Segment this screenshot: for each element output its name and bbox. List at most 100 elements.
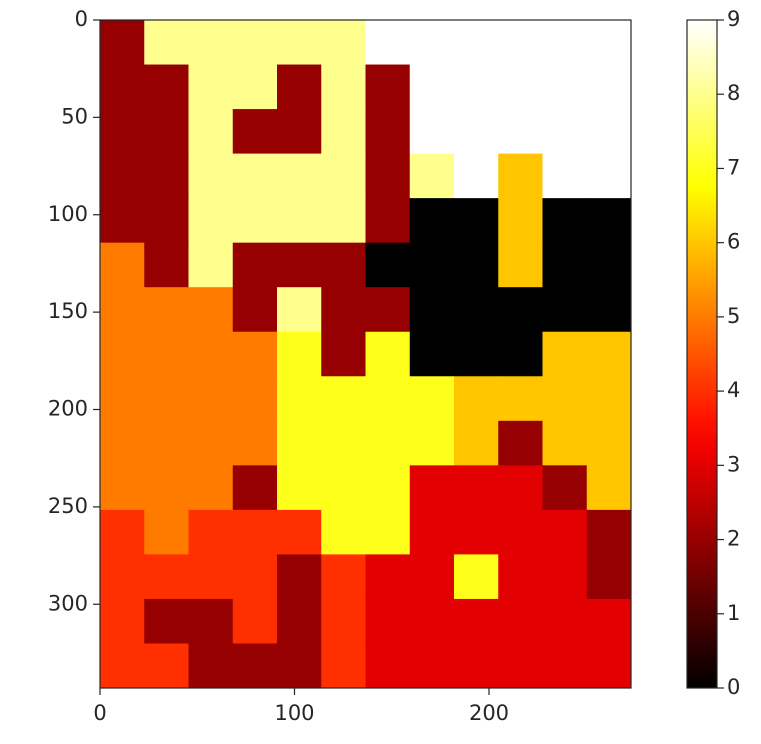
heatmap-cell: [454, 20, 499, 66]
heatmap-cell: [498, 20, 543, 66]
heatmap-cell: [542, 598, 588, 644]
x-tick-label: 200: [469, 701, 509, 725]
heatmap-cell: [409, 643, 455, 689]
heatmap-cell: [144, 643, 189, 689]
heatmap-cell: [144, 287, 189, 333]
colorbar-tick-label: 8: [727, 81, 740, 105]
heatmap-cell: [188, 64, 234, 110]
heatmap-cell: [498, 331, 543, 377]
heatmap-cell: [409, 198, 455, 244]
heatmap-cell: [232, 242, 278, 288]
heatmap-cell: [144, 198, 189, 244]
colorbar-tick-label: 1: [727, 601, 740, 625]
y-tick-label: 50: [61, 104, 88, 128]
heatmap-cell: [188, 643, 234, 689]
heatmap-cell: [542, 509, 588, 555]
heatmap-cell: [232, 153, 278, 199]
heatmap-cell: [144, 554, 189, 600]
heatmap-cell: [188, 376, 234, 422]
heatmap-cell: [498, 465, 543, 511]
heatmap-cell: [321, 465, 366, 511]
y-tick-label: 300: [48, 591, 88, 615]
heatmap-cell: [188, 109, 234, 155]
heatmap-cell: [188, 242, 234, 288]
plot-frame: [99, 19, 632, 689]
colorbar: [686, 19, 718, 689]
heatmap-cell: [277, 331, 322, 377]
heatmap-cell: [542, 420, 588, 466]
heatmap-cell: [454, 643, 499, 689]
heatmap-cell: [454, 242, 499, 288]
heatmap-cell: [542, 376, 588, 422]
heatmap-cell: [586, 376, 632, 422]
heatmap-cell: [542, 198, 588, 244]
y-tick-label: 200: [48, 397, 88, 421]
heatmap-cell: [144, 420, 189, 466]
heatmap-cell: [321, 420, 366, 466]
heatmap-cell: [232, 64, 278, 110]
heatmap-cell: [454, 64, 499, 110]
heatmap-cell: [144, 376, 189, 422]
heatmap-cell: [409, 331, 455, 377]
heatmap-cell: [454, 554, 499, 600]
heatmap-cell: [100, 376, 145, 422]
y-tick-label: 100: [48, 202, 88, 226]
heatmap-cell: [277, 598, 322, 644]
heatmap-cell: [188, 465, 234, 511]
x-tick-label: 0: [93, 701, 106, 725]
heatmap-cell: [409, 64, 455, 110]
y-tick-label: 250: [48, 494, 88, 518]
heatmap-cell: [365, 331, 411, 377]
heatmap-cell: [365, 465, 411, 511]
heatmap-cell: [498, 509, 543, 555]
heatmap-cell: [100, 287, 145, 333]
heatmap-cell: [498, 242, 543, 288]
heatmap-cell: [542, 109, 588, 155]
heatmap-cell: [321, 554, 366, 600]
heatmap-cell: [586, 420, 632, 466]
heatmap-cell: [365, 554, 411, 600]
heatmap-cell: [277, 509, 322, 555]
heatmap-cell: [232, 20, 278, 66]
heatmap-cell: [232, 376, 278, 422]
heatmap-cell: [277, 554, 322, 600]
heatmap-cell: [321, 509, 366, 555]
heatmap-cell: [498, 198, 543, 244]
heatmap-cell: [409, 554, 455, 600]
heatmap-cell: [321, 242, 366, 288]
heatmap-cell: [365, 198, 411, 244]
heatmap-cell: [454, 376, 499, 422]
heatmap-cell: [100, 198, 145, 244]
heatmap-cell: [586, 643, 632, 689]
heatmap-cell: [232, 287, 278, 333]
heatmap-cell: [277, 109, 322, 155]
heatmap-cell: [454, 109, 499, 155]
heatmap-cell: [586, 598, 632, 644]
heatmap-cell: [188, 153, 234, 199]
colorbar-tick-label: 2: [727, 527, 740, 551]
heatmap-cell: [365, 376, 411, 422]
heatmap-cell: [365, 153, 411, 199]
heatmap-cell: [365, 287, 411, 333]
heatmap-cell: [144, 153, 189, 199]
heatmap-cell: [321, 109, 366, 155]
colorbar-tick-label: 4: [727, 378, 740, 402]
heatmap-cell: [365, 643, 411, 689]
heatmap-cell: [321, 331, 366, 377]
heatmap-cell: [100, 465, 145, 511]
heatmap-cell: [586, 64, 632, 110]
heatmap-cell: [100, 153, 145, 199]
heatmap-cell: [100, 242, 145, 288]
heatmap-cell: [586, 242, 632, 288]
heatmap-cell: [586, 509, 632, 555]
heatmap-cell: [100, 20, 145, 66]
heatmap-cell: [542, 242, 588, 288]
colorbar-tick-label: 0: [727, 675, 740, 699]
y-tick-label: 150: [48, 299, 88, 323]
heatmap-cell: [498, 109, 543, 155]
heatmap-cell: [100, 109, 145, 155]
heatmap-cell: [144, 331, 189, 377]
heatmap-cell: [321, 153, 366, 199]
heatmap-cell: [321, 287, 366, 333]
heatmap-cell: [409, 109, 455, 155]
